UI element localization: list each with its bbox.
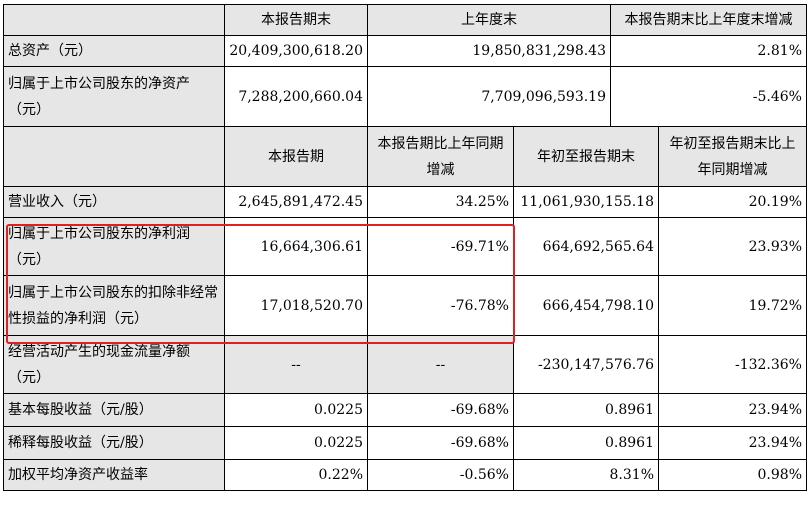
income-header-row: 本报告期 本报告期比上年同期增减 年初至报告期末 年初至报告期末比上年同期增减 — [3, 126, 807, 187]
cell-change: -5.46% — [610, 66, 807, 127]
header-ytd: 年初至报告期末 — [513, 126, 659, 187]
cell-period: 0.0225 — [224, 393, 368, 427]
table-row: 归属于上市公司股东的扣除非经常性损益的净利润（元） 17,018,520.70 … — [3, 275, 807, 336]
cell-ytd: 0.8961 — [513, 426, 659, 460]
cell-current: 20,409,300,618.20 — [224, 35, 368, 67]
cell-ytd-change: 23.93% — [658, 217, 807, 276]
balance-header-row: 本报告期末 上年度末 本报告期末比上年度末增减 — [3, 4, 807, 36]
row-label: 归属于上市公司股东的净利润（元） — [3, 217, 225, 276]
table-row: 基本每股收益（元/股） 0.0225 -69.68% 0.8961 23.94% — [3, 393, 807, 427]
header-current-period: 本报告期 — [224, 126, 368, 187]
row-label: 稀释每股收益（元/股） — [3, 426, 225, 460]
row-label: 归属于上市公司股东的扣除非经常性损益的净利润（元） — [3, 275, 225, 336]
table-row: 加权平均净资产收益率 0.22% -0.56% 8.31% 0.98% — [3, 459, 807, 491]
cell-period: 16,664,306.61 — [224, 217, 368, 276]
cell-period-change: 34.25% — [367, 186, 514, 218]
cell-change: 2.81% — [610, 35, 807, 67]
cell-ytd: 666,454,798.10 — [513, 275, 659, 336]
cell-ytd: 0.8961 — [513, 393, 659, 427]
cell-ytd-change: 19.72% — [658, 275, 807, 336]
cell-ytd-change: 20.19% — [658, 186, 807, 218]
table-row: 总资产（元） 20,409,300,618.20 19,850,831,298.… — [3, 35, 807, 67]
cell-period: 2,645,891,472.45 — [224, 186, 368, 218]
cell-prior: 19,850,831,298.43 — [367, 35, 611, 67]
cell-period-change: -69.71% — [367, 217, 514, 276]
cell-period: 0.0225 — [224, 426, 368, 460]
cell-ytd-change: 23.94% — [658, 393, 807, 427]
cell-ytd: 8.31% — [513, 459, 659, 491]
cell-period-change: -69.68% — [367, 426, 514, 460]
cell-period-change: -69.68% — [367, 393, 514, 427]
cell-ytd-change: 0.98% — [658, 459, 807, 491]
header-period-change: 本报告期比上年同期增减 — [367, 126, 514, 187]
table-row: 归属于上市公司股东的净利润（元） 16,664,306.61 -69.71% 6… — [3, 217, 807, 276]
cell-period-change: -0.56% — [367, 459, 514, 491]
cell-ytd: 664,692,565.64 — [513, 217, 659, 276]
cell-period: 0.22% — [224, 459, 368, 491]
table-row: 营业收入（元） 2,645,891,472.45 34.25% 11,061,9… — [3, 186, 807, 218]
cell-ytd: -230,147,576.76 — [513, 335, 659, 394]
header-blank — [3, 126, 225, 187]
cell-ytd: 11,061,930,155.18 — [513, 186, 659, 218]
cell-current: 7,288,200,660.04 — [224, 66, 368, 127]
row-label: 营业收入（元） — [3, 186, 225, 218]
cell-ytd-change: -132.36% — [658, 335, 807, 394]
header-current-period-end: 本报告期末 — [224, 4, 368, 36]
cell-prior: 7,709,096,593.19 — [367, 66, 611, 127]
table-row: 经营活动产生的现金流量净额（元） -- -- -230,147,576.76 -… — [3, 335, 807, 394]
row-label: 经营活动产生的现金流量净额（元） — [3, 335, 225, 394]
cell-period: 17,018,520.70 — [224, 275, 368, 336]
row-label: 总资产（元） — [3, 35, 225, 67]
cell-period-change: -- — [367, 335, 514, 394]
table-row: 归属于上市公司股东的净资产（元） 7,288,200,660.04 7,709,… — [3, 66, 807, 127]
cell-period: -- — [224, 335, 368, 394]
row-label: 基本每股收益（元/股） — [3, 393, 225, 427]
row-label: 归属于上市公司股东的净资产（元） — [3, 66, 225, 127]
financial-summary-table: 本报告期末 上年度末 本报告期末比上年度末增减 总资产（元） 20,409,30… — [3, 4, 807, 491]
header-ytd-change: 年初至报告期末比上年同期增减 — [658, 126, 807, 187]
row-label: 加权平均净资产收益率 — [3, 459, 225, 491]
table-row: 稀释每股收益（元/股） 0.0225 -69.68% 0.8961 23.94% — [3, 426, 807, 460]
header-prior-year-end: 上年度末 — [367, 4, 611, 36]
cell-ytd-change: 23.94% — [658, 426, 807, 460]
header-blank — [3, 4, 225, 36]
cell-period-change: -76.78% — [367, 275, 514, 336]
header-balance-change: 本报告期末比上年度末增减 — [610, 4, 807, 36]
